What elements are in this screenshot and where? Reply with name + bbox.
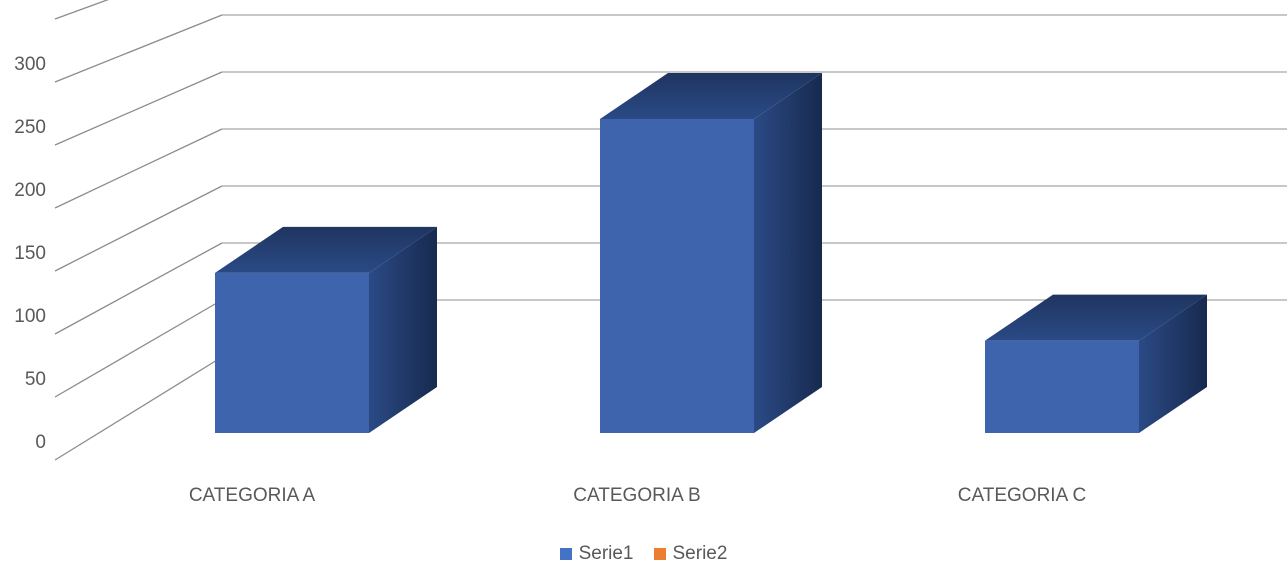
bar-top <box>985 294 1207 341</box>
side-gridline <box>54 299 223 398</box>
side-gridline <box>54 128 223 209</box>
side-gridline <box>54 0 109 20</box>
bar-side <box>754 73 822 433</box>
y-tick-label: 200 <box>14 180 46 201</box>
legend: Serie1 Serie2 <box>0 543 1287 565</box>
bar-front <box>600 119 754 433</box>
y-tick-label: 0 <box>35 432 46 453</box>
legend-item-serie1: Serie1 <box>559 543 634 565</box>
legend-swatch-serie1 <box>559 548 572 560</box>
bars <box>215 73 1207 433</box>
bar-top <box>600 73 822 119</box>
bar-front <box>985 340 1139 433</box>
legend-label-serie2: Serie2 <box>672 543 728 564</box>
legend-label-serie1: Serie1 <box>578 543 634 564</box>
category-axis: CATEGORIA A CATEGORIA B CATEGORIA C <box>189 485 1086 506</box>
bar <box>985 294 1207 433</box>
y-tick-label: 250 <box>14 117 46 138</box>
legend-swatch-serie2 <box>653 548 666 560</box>
side-gridline <box>54 356 223 461</box>
bar <box>600 73 822 433</box>
bar <box>215 226 437 433</box>
y-tick-label: 100 <box>14 306 46 327</box>
side-gridline <box>54 14 223 83</box>
y-tick-label: 150 <box>14 243 46 264</box>
bar-side <box>1139 294 1207 433</box>
side-gridline <box>54 71 223 146</box>
y-axis: 0 50 100 150 200 250 300 <box>14 54 46 453</box>
category-label: CATEGORIA B <box>573 485 700 506</box>
bar-front <box>215 272 369 433</box>
bar-top <box>215 226 437 273</box>
y-tick-label: 300 <box>14 54 46 75</box>
side-gridline <box>54 242 223 335</box>
bar-side <box>369 226 437 433</box>
category-label: CATEGORIA C <box>958 485 1086 506</box>
y-tick-label: 50 <box>25 369 46 390</box>
category-label: CATEGORIA A <box>189 485 316 506</box>
legend-item-serie2: Serie2 <box>653 543 728 565</box>
side-gridline <box>54 185 223 272</box>
